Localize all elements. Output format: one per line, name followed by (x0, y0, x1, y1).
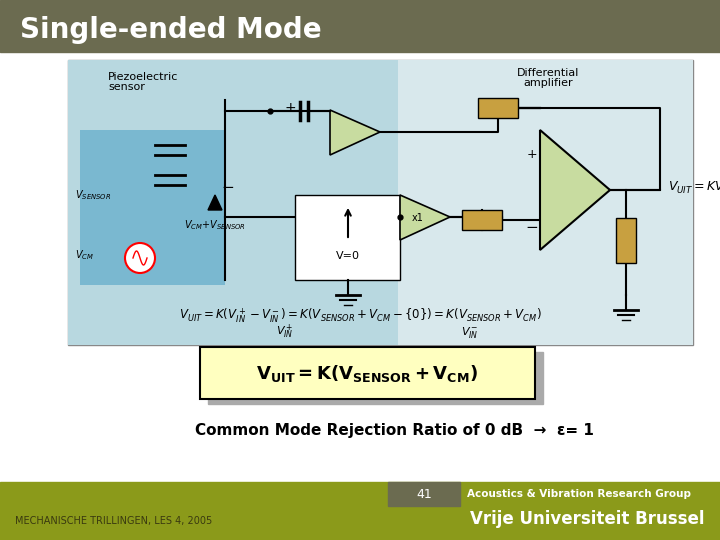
Bar (295, 195, 400, 280)
Polygon shape (400, 195, 450, 240)
Text: amplifier: amplifier (523, 78, 573, 88)
Text: sensor: sensor (108, 82, 145, 92)
Bar (200, 347, 535, 399)
Text: +: + (284, 101, 296, 115)
Text: +: + (527, 148, 537, 161)
Text: $\mathbf{V_{UIT} = K(V_{SENSOR} + V_{CM})}$: $\mathbf{V_{UIT} = K(V_{SENSOR} + V_{CM}… (256, 362, 478, 383)
Bar (68, 60, 398, 345)
Text: V=0: V=0 (336, 251, 360, 261)
Text: $V_{UIT} = KV^+_{IN}$: $V_{UIT} = KV^+_{IN}$ (668, 179, 720, 198)
Polygon shape (330, 110, 380, 155)
Text: Vrije Universiteit Brussel: Vrije Universiteit Brussel (470, 510, 705, 528)
Text: Differential: Differential (517, 68, 579, 78)
Text: $V_{UIT} = K(V^+_{IN} - V^-_{IN}) = K(V_{SENSOR} + V_{CM} - \{0\}) = K(V_{SENSOR: $V_{UIT} = K(V^+_{IN} - V^-_{IN}) = K(V_… (179, 307, 541, 326)
Text: −: − (222, 180, 235, 195)
Bar (398, 60, 693, 345)
Bar (0, 482, 720, 540)
Polygon shape (208, 195, 222, 210)
Bar (462, 210, 502, 230)
Text: $V^-_{IN}$: $V^-_{IN}$ (462, 325, 479, 340)
Polygon shape (540, 130, 610, 250)
Text: $V_{CM}$+$V_{SENSOR}$: $V_{CM}$+$V_{SENSOR}$ (184, 218, 246, 232)
Circle shape (125, 243, 155, 273)
Text: Piezoelectric: Piezoelectric (108, 72, 179, 82)
Text: Common Mode Rejection Ratio of 0 dB  →  ε= 1: Common Mode Rejection Ratio of 0 dB → ε=… (195, 422, 594, 437)
Text: −: − (526, 220, 539, 235)
Bar (478, 98, 518, 118)
Text: Single-ended Mode: Single-ended Mode (20, 16, 322, 44)
Text: $V^+_{IN}$: $V^+_{IN}$ (276, 323, 294, 341)
Text: x1: x1 (412, 213, 424, 223)
Text: $V_{SENSOR}$: $V_{SENSOR}$ (75, 188, 111, 202)
Bar (388, 482, 460, 506)
Text: Acoustics & Vibration Research Group: Acoustics & Vibration Research Group (467, 489, 691, 499)
Bar (208, 352, 543, 404)
Bar (80, 130, 225, 285)
Bar (0, 0, 720, 52)
Bar (68, 60, 693, 345)
Text: 41: 41 (416, 488, 432, 501)
Text: $V_{CM}$: $V_{CM}$ (75, 248, 94, 262)
Text: MECHANISCHE TRILLINGEN, LES 4, 2005: MECHANISCHE TRILLINGEN, LES 4, 2005 (15, 516, 212, 526)
Bar (616, 218, 636, 263)
